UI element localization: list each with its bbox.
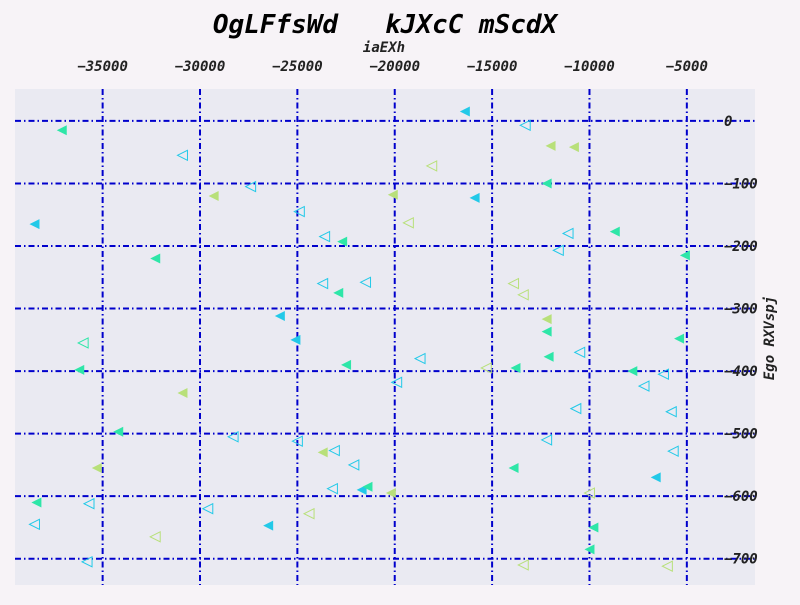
data-point bbox=[31, 497, 42, 508]
y-tick-label: −200 bbox=[724, 239, 758, 255]
data-point bbox=[316, 277, 329, 290]
data-point bbox=[507, 277, 520, 290]
data-point bbox=[568, 142, 579, 153]
data-point bbox=[508, 463, 519, 474]
data-point bbox=[561, 227, 574, 240]
x-tick-label: −15000 bbox=[467, 59, 518, 75]
data-point bbox=[77, 337, 89, 349]
data-point bbox=[480, 362, 492, 374]
data-point bbox=[609, 226, 620, 237]
data-point bbox=[517, 559, 529, 571]
grid-lines bbox=[15, 89, 755, 585]
y-axis-label: Ego RXVspj bbox=[762, 296, 778, 380]
x-tick-label: −20000 bbox=[369, 59, 420, 75]
data-point bbox=[29, 219, 40, 230]
data-point bbox=[328, 444, 340, 457]
data-point bbox=[347, 459, 360, 471]
data-point bbox=[290, 334, 301, 345]
data-point bbox=[588, 522, 599, 533]
data-point bbox=[665, 405, 677, 418]
y-tick-label: −600 bbox=[724, 489, 758, 505]
data-point bbox=[82, 497, 95, 510]
data-point bbox=[540, 434, 553, 446]
data-point bbox=[337, 236, 348, 247]
data-point bbox=[341, 359, 352, 370]
data-point bbox=[657, 368, 669, 381]
data-point bbox=[569, 402, 582, 415]
data-point bbox=[517, 288, 529, 301]
data-point bbox=[627, 366, 638, 377]
data-point bbox=[402, 217, 414, 229]
data-points bbox=[28, 106, 690, 573]
data-point bbox=[274, 311, 285, 322]
data-point bbox=[150, 253, 161, 264]
data-point bbox=[573, 346, 586, 359]
data-point bbox=[317, 447, 328, 458]
x-tick-labels: −35000 −30000 −25000 −20000 −15000 −10000 −500… bbox=[77, 59, 708, 75]
y-tick-label: −700 bbox=[724, 552, 758, 568]
x-axis-label: iaEXh bbox=[363, 40, 405, 56]
data-point bbox=[226, 430, 239, 443]
data-point bbox=[359, 276, 372, 289]
data-point bbox=[413, 352, 426, 365]
data-point bbox=[201, 502, 214, 515]
x-tick-label: −10000 bbox=[564, 59, 615, 75]
data-point bbox=[541, 326, 552, 337]
data-point bbox=[667, 445, 679, 457]
data-point bbox=[459, 106, 470, 117]
data-point bbox=[545, 140, 556, 151]
data-point bbox=[650, 472, 661, 483]
data-point bbox=[113, 426, 124, 437]
x-tick-label: −5000 bbox=[666, 59, 708, 75]
y-tick-labels: 0 −100 −200 −300 −400 −500 −600 −700 bbox=[724, 114, 758, 568]
chart-title: OgLFfsWd kJXcC mScdX bbox=[213, 10, 560, 40]
data-point bbox=[584, 544, 595, 555]
data-point bbox=[318, 230, 331, 243]
data-point bbox=[387, 189, 398, 200]
data-point bbox=[583, 487, 595, 499]
data-point bbox=[543, 351, 554, 362]
data-point bbox=[385, 488, 396, 499]
data-point bbox=[28, 518, 40, 531]
data-point bbox=[661, 560, 673, 573]
data-point bbox=[425, 160, 438, 172]
data-point bbox=[56, 125, 67, 136]
x-tick-label: −25000 bbox=[272, 59, 323, 75]
data-point bbox=[510, 362, 521, 373]
data-point bbox=[177, 387, 188, 398]
x-tick-label: −35000 bbox=[77, 59, 128, 75]
data-point bbox=[519, 119, 531, 132]
data-point bbox=[91, 463, 102, 474]
data-point bbox=[541, 314, 552, 325]
data-point bbox=[208, 190, 219, 201]
data-point bbox=[679, 250, 690, 261]
y-tick-label: 0 bbox=[724, 114, 732, 130]
data-point bbox=[674, 333, 685, 344]
data-point bbox=[291, 435, 303, 447]
data-point bbox=[637, 380, 650, 392]
data-point bbox=[263, 520, 274, 531]
x-tick-label: −30000 bbox=[175, 59, 226, 75]
data-point bbox=[80, 556, 93, 568]
data-point bbox=[333, 287, 344, 298]
data-point bbox=[293, 205, 305, 218]
data-point bbox=[176, 149, 188, 162]
data-point bbox=[149, 531, 161, 543]
data-point bbox=[74, 364, 85, 375]
data-point bbox=[552, 244, 564, 257]
data-point bbox=[362, 481, 373, 492]
y-tick-label: −500 bbox=[724, 427, 758, 443]
y-tick-label: −100 bbox=[724, 176, 758, 192]
data-point bbox=[302, 507, 315, 520]
data-point bbox=[541, 178, 552, 189]
data-point bbox=[390, 376, 403, 389]
data-point bbox=[244, 180, 257, 193]
data-point bbox=[326, 482, 338, 495]
y-tick-label: −300 bbox=[724, 302, 758, 318]
y-tick-label: −400 bbox=[724, 364, 758, 380]
plot-area bbox=[15, 89, 755, 585]
data-point bbox=[469, 192, 480, 203]
